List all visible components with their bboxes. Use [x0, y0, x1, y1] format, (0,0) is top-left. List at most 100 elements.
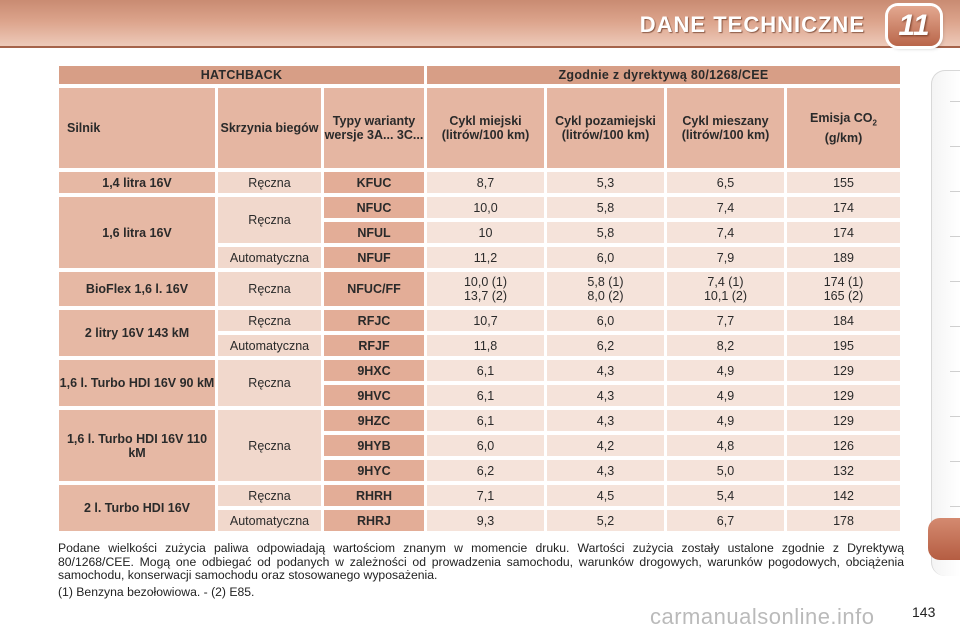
extra-urban-cell: 4,3: [547, 410, 664, 431]
engine-cell: 2 l. Turbo HDI 16V: [59, 485, 215, 531]
chapter-tab[interactable]: [928, 518, 960, 560]
co2-cell: 129: [787, 385, 900, 406]
co2-cell: 126: [787, 435, 900, 456]
fuel-footnote: (1) Benzyna bezołowiowa. - (2) E85.: [58, 585, 255, 599]
table-row: NFUL 10 5,8 7,4 174: [59, 222, 900, 243]
co2-cell: 129: [787, 410, 900, 431]
urban-cell: 7,1: [427, 485, 544, 506]
side-navigation-bar: [931, 70, 960, 576]
engine-cell: 1,6 litra 16V: [59, 197, 215, 268]
version-code-cell: RHRJ: [324, 510, 424, 531]
table-row: Automatyczna RHRJ 9,3 5,2 6,7 178: [59, 510, 900, 531]
extra-urban-cell: 5,8 (1) 8,0 (2): [547, 272, 664, 306]
engine-cell: 1,6 l. Turbo HDI 16V 90 kM: [59, 360, 215, 406]
value-e85: 8,0 (2): [587, 289, 624, 303]
column-header-versions: Typy warianty wersje 3A... 3C...: [324, 88, 424, 168]
column-header-emission: Emisja CO2 (g/km): [787, 88, 900, 168]
page-number: 143: [912, 604, 936, 620]
combined-cell: 7,7: [667, 310, 784, 331]
version-code-cell: 9HYB: [324, 435, 424, 456]
co2-cell: 184: [787, 310, 900, 331]
emission-label: Emisja CO: [810, 111, 873, 126]
table-row: 9HYB 6,0 4,2 4,8 126: [59, 435, 900, 456]
side-tick: [950, 506, 960, 507]
gearbox-cell: Ręczna: [218, 485, 321, 506]
emission-unit: (g/km): [824, 130, 863, 145]
combined-cell: 4,9: [667, 410, 784, 431]
combined-cell: 7,4: [667, 222, 784, 243]
table-row: BioFlex 1,6 l. 16V Ręczna NFUC/FF 10,0 (…: [59, 272, 900, 306]
urban-cell: 6,2: [427, 460, 544, 481]
value-e85: 13,7 (2): [463, 289, 508, 303]
urban-cell: 11,2: [427, 247, 544, 268]
group-header-directive: Zgodnie z dyrektywą 80/1268/CEE: [427, 66, 900, 84]
side-tick: [950, 236, 960, 237]
value-petrol: 5,8 (1): [587, 275, 624, 289]
combined-cell: 7,4: [667, 197, 784, 218]
gearbox-cell: Automatyczna: [218, 335, 321, 356]
version-code-cell: NFUF: [324, 247, 424, 268]
extra-urban-cell: 4,3: [547, 360, 664, 381]
extra-urban-cell: 6,2: [547, 335, 664, 356]
extra-urban-cell: 4,3: [547, 385, 664, 406]
version-code-cell: NFUC/FF: [324, 272, 424, 306]
header-divider: [0, 46, 960, 48]
column-header-gearbox: Skrzynia biegów: [218, 88, 321, 168]
side-tick: [950, 326, 960, 327]
gearbox-cell: Automatyczna: [218, 510, 321, 531]
side-tick: [950, 371, 960, 372]
table-row: 2 l. Turbo HDI 16V Ręczna RHRH 7,1 4,5 5…: [59, 485, 900, 531]
engine-cell: BioFlex 1,6 l. 16V: [59, 272, 215, 306]
extra-urban-cell: 4,2: [547, 435, 664, 456]
extra-urban-cell: 5,8: [547, 197, 664, 218]
extra-urban-cell: 5,8: [547, 222, 664, 243]
combined-cell: 4,9: [667, 360, 784, 381]
side-tick: [950, 416, 960, 417]
gearbox-cell: Automatyczna: [218, 247, 321, 268]
group-header-hatchback: HATCHBACK: [59, 66, 424, 84]
gearbox-cell: Ręczna: [218, 197, 321, 243]
column-header-urban: Cykl miejski (litrów/100 km): [427, 88, 544, 168]
version-code-cell: 9HYC: [324, 460, 424, 481]
combined-cell: 8,2: [667, 335, 784, 356]
side-tick: [950, 461, 960, 462]
extra-urban-cell: 4,3: [547, 460, 664, 481]
extra-urban-cell: 6,0: [547, 247, 664, 268]
combined-cell: 4,8: [667, 435, 784, 456]
side-tick: [950, 281, 960, 282]
emission-subscript: 2: [872, 118, 877, 128]
gearbox-cell: Ręczna: [218, 360, 321, 406]
side-tick: [950, 146, 960, 147]
urban-cell: 10,0: [427, 197, 544, 218]
value-petrol: 10,0 (1): [463, 275, 508, 289]
version-code-cell: NFUL: [324, 222, 424, 243]
version-code-cell: 9HZC: [324, 410, 424, 431]
engine-cell: 1,6 l. Turbo HDI 16V 110 kM: [59, 410, 215, 481]
value-petrol: 7,4 (1): [707, 275, 744, 289]
version-code-cell: 9HVC: [324, 385, 424, 406]
table-row: 1,6 l. Turbo HDI 16V 90 kM Ręczna 9HXC 6…: [59, 360, 900, 406]
urban-cell: 6,1: [427, 360, 544, 381]
column-header-engine: Silnik: [59, 88, 215, 168]
engine-cell: 2 litry 16V 143 kM: [59, 310, 215, 356]
co2-cell: 142: [787, 485, 900, 506]
chapter-badge: 11: [888, 6, 940, 46]
co2-cell: 174: [787, 222, 900, 243]
urban-cell: 8,7: [427, 172, 544, 193]
fuel-consumption-table: HATCHBACK Zgodnie z dyrektywą 80/1268/CE…: [56, 62, 903, 535]
table-row: 9HVC 6,1 4,3 4,9 129: [59, 385, 900, 406]
urban-cell: 10: [427, 222, 544, 243]
version-code-cell: RFJC: [324, 310, 424, 331]
table-row: Automatyczna RFJF 11,8 6,2 8,2 195: [59, 335, 900, 356]
urban-cell: 9,3: [427, 510, 544, 531]
version-code-cell: KFUC: [324, 172, 424, 193]
table-row: 1,6 litra 16V Ręczna NFUC 10,0 5,8 7,4 1…: [59, 197, 900, 268]
column-header-combined: Cykl mieszany (litrów/100 km): [667, 88, 784, 168]
urban-cell: 6,1: [427, 410, 544, 431]
value-e85: 10,1 (2): [703, 289, 748, 303]
co2-cell: 129: [787, 360, 900, 381]
value-petrol: 174 (1): [823, 275, 864, 289]
combined-cell: 7,9: [667, 247, 784, 268]
gearbox-cell: Ręczna: [218, 410, 321, 481]
value-e85: 165 (2): [823, 289, 864, 303]
